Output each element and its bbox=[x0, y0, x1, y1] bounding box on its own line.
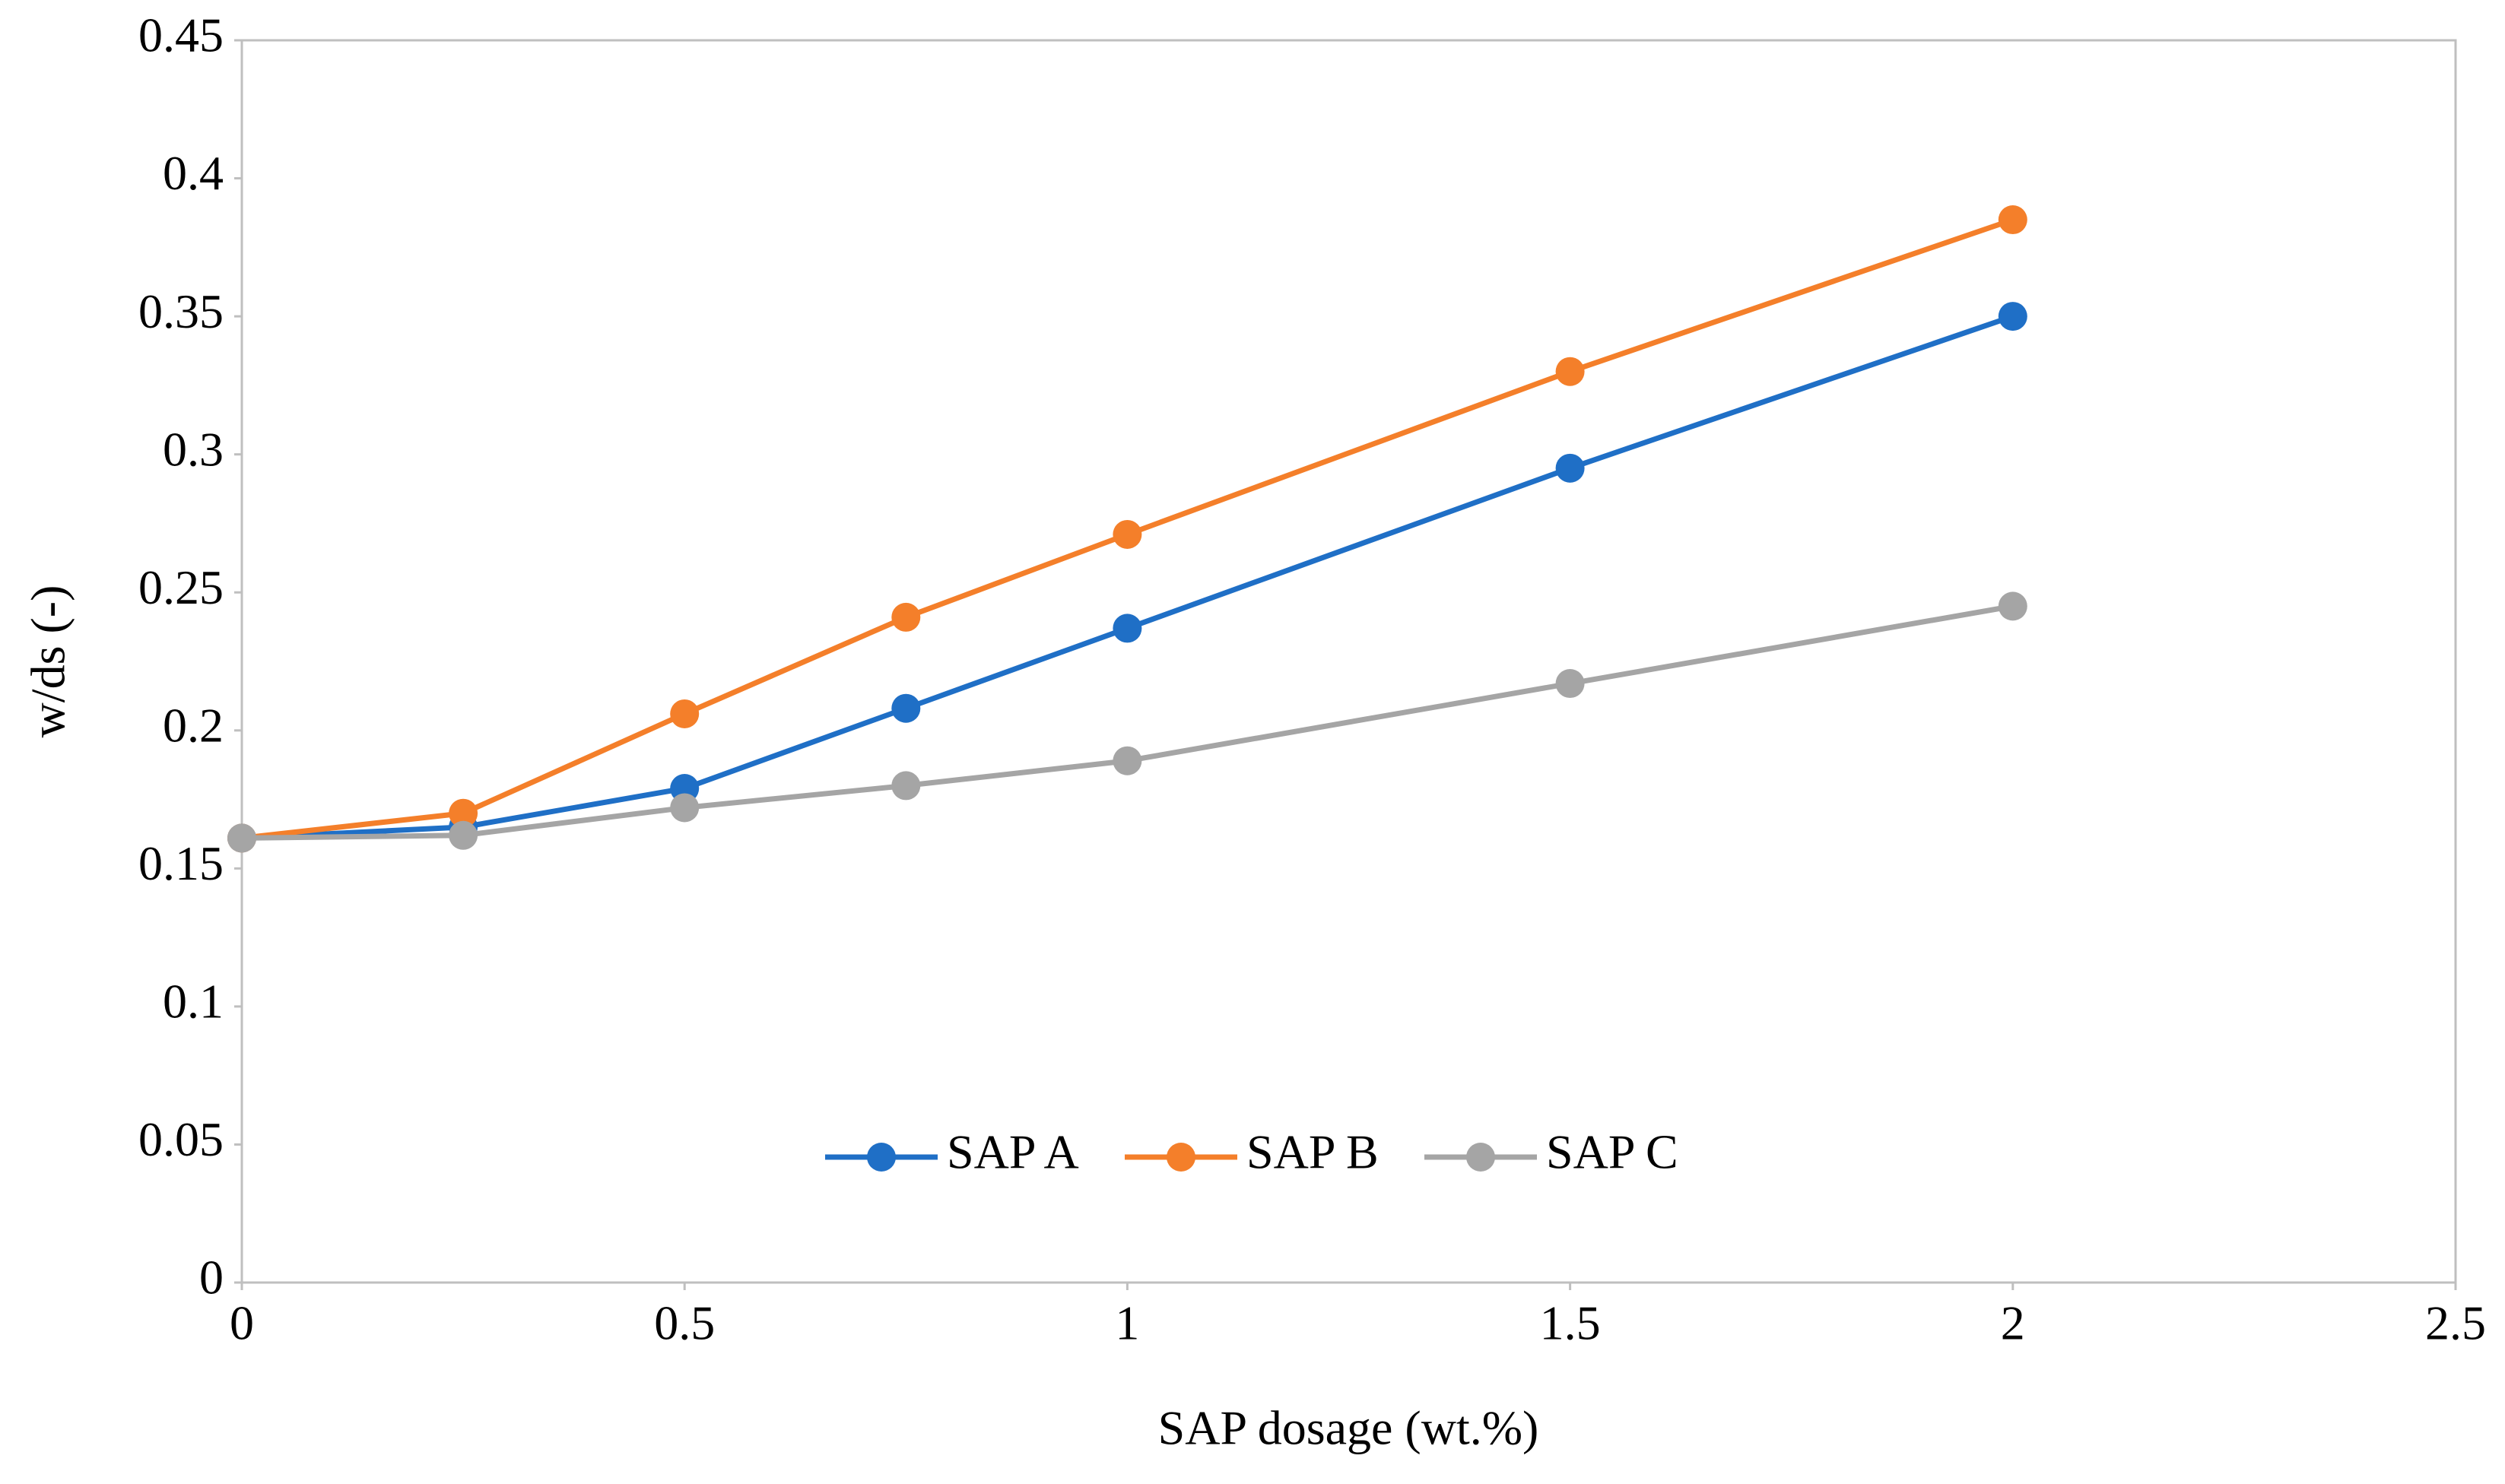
y-tick-label: 0.35 bbox=[138, 284, 224, 338]
x-axis-label: SAP dosage (wt.%) bbox=[1158, 1401, 1539, 1455]
y-tick-label: 0.3 bbox=[163, 422, 224, 476]
x-tick-label: 0.5 bbox=[654, 1296, 715, 1350]
x-tick-label: 1.5 bbox=[1540, 1296, 1601, 1350]
data-point bbox=[1998, 302, 2027, 331]
plot-frame bbox=[240, 39, 2457, 1284]
data-point bbox=[449, 820, 478, 850]
y-tick-label: 0.2 bbox=[163, 698, 224, 752]
data-point bbox=[449, 798, 478, 828]
legend-label: SAP C bbox=[1546, 1125, 1678, 1179]
x-tick-label: 2.5 bbox=[2425, 1296, 2486, 1350]
data-point bbox=[670, 793, 700, 823]
data-point bbox=[1555, 453, 1585, 483]
legend-marker bbox=[867, 1143, 896, 1172]
legend-label: SAP A bbox=[947, 1125, 1079, 1179]
x-tick-label: 2 bbox=[2001, 1296, 2025, 1350]
data-point bbox=[891, 602, 921, 632]
x-tick-label: 1 bbox=[1115, 1296, 1139, 1350]
data-point bbox=[670, 699, 700, 728]
legend-marker bbox=[1466, 1143, 1495, 1172]
data-point bbox=[891, 771, 921, 801]
legend-label: SAP B bbox=[1246, 1125, 1379, 1179]
data-point bbox=[891, 693, 921, 723]
y-tick-label: 0 bbox=[199, 1251, 224, 1305]
y-tick-label: 0.05 bbox=[138, 1112, 224, 1166]
y-tick-label: 0.1 bbox=[163, 975, 224, 1029]
y-axis-label: w/ds (-) bbox=[21, 585, 75, 738]
x-tick-label: 0 bbox=[230, 1296, 254, 1350]
data-point bbox=[1113, 746, 1142, 775]
data-point bbox=[1113, 614, 1142, 643]
data-point bbox=[1555, 357, 1585, 386]
data-point bbox=[1998, 205, 2027, 235]
y-tick-label: 0.4 bbox=[163, 146, 224, 200]
data-point bbox=[1555, 669, 1585, 699]
data-point bbox=[227, 823, 256, 853]
data-point bbox=[1113, 519, 1142, 549]
legend-marker bbox=[1167, 1143, 1195, 1172]
data-point bbox=[1998, 591, 2027, 621]
y-tick-label: 0.45 bbox=[138, 8, 224, 62]
y-tick-label: 0.25 bbox=[138, 560, 224, 614]
y-tick-label: 0.15 bbox=[138, 836, 224, 890]
